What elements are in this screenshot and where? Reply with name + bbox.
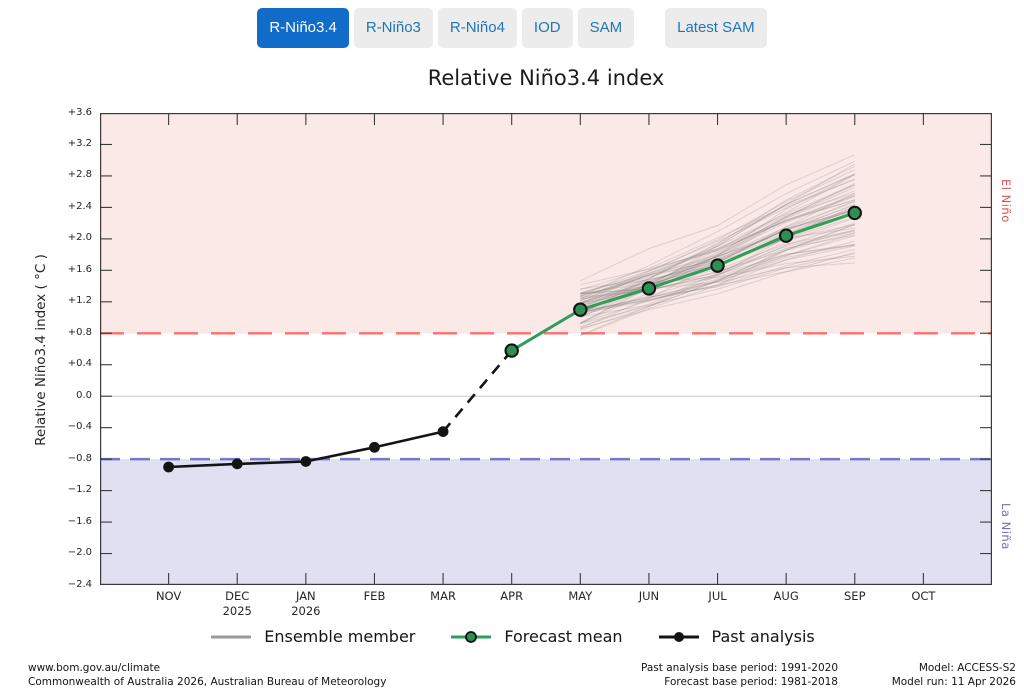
- footer-past-base-period: Past analysis base period: 1991-2020: [641, 662, 838, 674]
- footer-model: Model: ACCESS-S2: [918, 662, 1016, 674]
- forecast-mean-line: [510, 211, 857, 353]
- tab-r-ni-o4[interactable]: R-Niño4: [437, 8, 517, 48]
- past-analysis-marker: [369, 441, 380, 453]
- legend-label: Ensemble member: [264, 627, 416, 646]
- tab-r-ni-o3[interactable]: R-Niño3: [353, 8, 433, 48]
- tab-sam[interactable]: SAM: [577, 8, 635, 48]
- forecast-mean-marker: [504, 343, 519, 358]
- legend-item-past-analysis: Past analysis: [657, 627, 815, 646]
- la-nina-band: [100, 459, 992, 585]
- x-tick-year-label: 2025: [222, 604, 252, 618]
- chart-legend: Ensemble member Forecast mean Past analysi…: [0, 627, 1024, 646]
- legend-item-ensemble-member: Ensemble member: [209, 627, 415, 646]
- legend-label: Past analysis: [711, 627, 815, 646]
- x-tick-label: SEP: [844, 589, 866, 603]
- page-title: Relative Niño3.4 index: [427, 66, 665, 90]
- la-nina-band-label: La Niña: [999, 502, 1013, 550]
- legend-item-forecast-mean: Forecast mean: [449, 627, 623, 646]
- footer-url: www.bom.gov.au/climate: [28, 662, 161, 674]
- axis-ticks: [100, 113, 992, 585]
- past-to-forecast-connector: [442, 349, 513, 433]
- y-tick-label: −2.0: [67, 547, 92, 559]
- x-tick-label: DEC: [225, 589, 250, 603]
- footer-base-periods: Past analysis base period: 1991-2020 For…: [641, 662, 838, 689]
- x-tick-label: AUG: [773, 589, 799, 603]
- x-tick-year-label: 2026: [291, 604, 321, 618]
- footer-copyright: Commonwealth of Australia 2026, Australi…: [28, 675, 387, 688]
- y-tick-label: 0.0: [76, 389, 92, 401]
- x-tick-label: JAN: [296, 589, 316, 603]
- black-line-dot-swatch-icon: [658, 631, 699, 642]
- x-tick-label: NOV: [155, 589, 182, 603]
- green-line-dot-swatch-icon: [451, 630, 492, 643]
- footer-model-info: Model: ACCESS-S2 Model run: 11 Apr 2026: [892, 662, 1016, 689]
- footer-left: www.bom.gov.au/climate Commonwealth of A…: [28, 662, 386, 689]
- y-tick-label: −2.4: [67, 578, 92, 590]
- forecast-mean-marker: [778, 228, 794, 243]
- index-tabs: R-Niño3.4 R-Niño3 R-Niño4 IOD SAM Latest SAM: [0, 8, 1024, 48]
- el-nino-band-label: El Niño: [999, 179, 1013, 223]
- x-tick-label: FEB: [363, 589, 386, 603]
- y-tick-label: +2.4: [67, 200, 92, 212]
- plot-border: [100, 113, 992, 585]
- y-tick-label: +1.6: [67, 263, 92, 275]
- x-tick-label: OCT: [911, 589, 936, 603]
- y-tick-label: +3.2: [67, 137, 92, 149]
- gray-line-swatch-icon: [211, 635, 252, 638]
- y-tick-label: +0.8: [67, 326, 92, 338]
- y-tick-label: +0.4: [67, 358, 92, 370]
- past-analysis-marker: [300, 456, 312, 467]
- past-analysis-marker: [163, 461, 175, 473]
- y-tick-label: +3.6: [67, 106, 92, 118]
- y-tick-label: −0.4: [67, 421, 92, 433]
- ensemble-members: [580, 154, 856, 337]
- el-nino-band: [100, 113, 992, 334]
- tab-latest-sam[interactable]: Latest SAM: [665, 8, 767, 48]
- forecast-mean-marker: [573, 302, 588, 317]
- y-tick-label: −1.2: [67, 484, 92, 496]
- tab-iod[interactable]: IOD: [521, 8, 573, 48]
- chart-plot: [100, 113, 992, 585]
- x-tick-label: MAY: [568, 589, 593, 603]
- forecast-mean-marker: [710, 258, 725, 273]
- forecast-mean-marker: [847, 205, 862, 221]
- y-tick-label: +1.2: [67, 295, 92, 307]
- past-analysis-marker: [437, 426, 449, 437]
- x-tick-label: JUN: [638, 589, 660, 603]
- legend-label: Forecast mean: [504, 627, 623, 646]
- x-tick-label: JUL: [708, 589, 727, 603]
- y-tick-label: −1.6: [67, 515, 92, 527]
- x-tick-label: APR: [500, 589, 524, 603]
- past-analysis-marker: [231, 458, 243, 470]
- footer-forecast-base-period: Forecast base period: 1981-2018: [664, 675, 838, 688]
- footer-model-run: Model run: 11 Apr 2026: [891, 675, 1016, 688]
- forecast-mean-marker: [641, 281, 657, 296]
- x-tick-label: MAR: [430, 589, 456, 603]
- y-tick-label: +2.8: [67, 169, 92, 181]
- y-tick-label: +2.0: [67, 232, 92, 244]
- tab-r-ni-o3.4[interactable]: R-Niño3.4: [257, 8, 349, 48]
- y-tick-label: −0.8: [67, 452, 92, 464]
